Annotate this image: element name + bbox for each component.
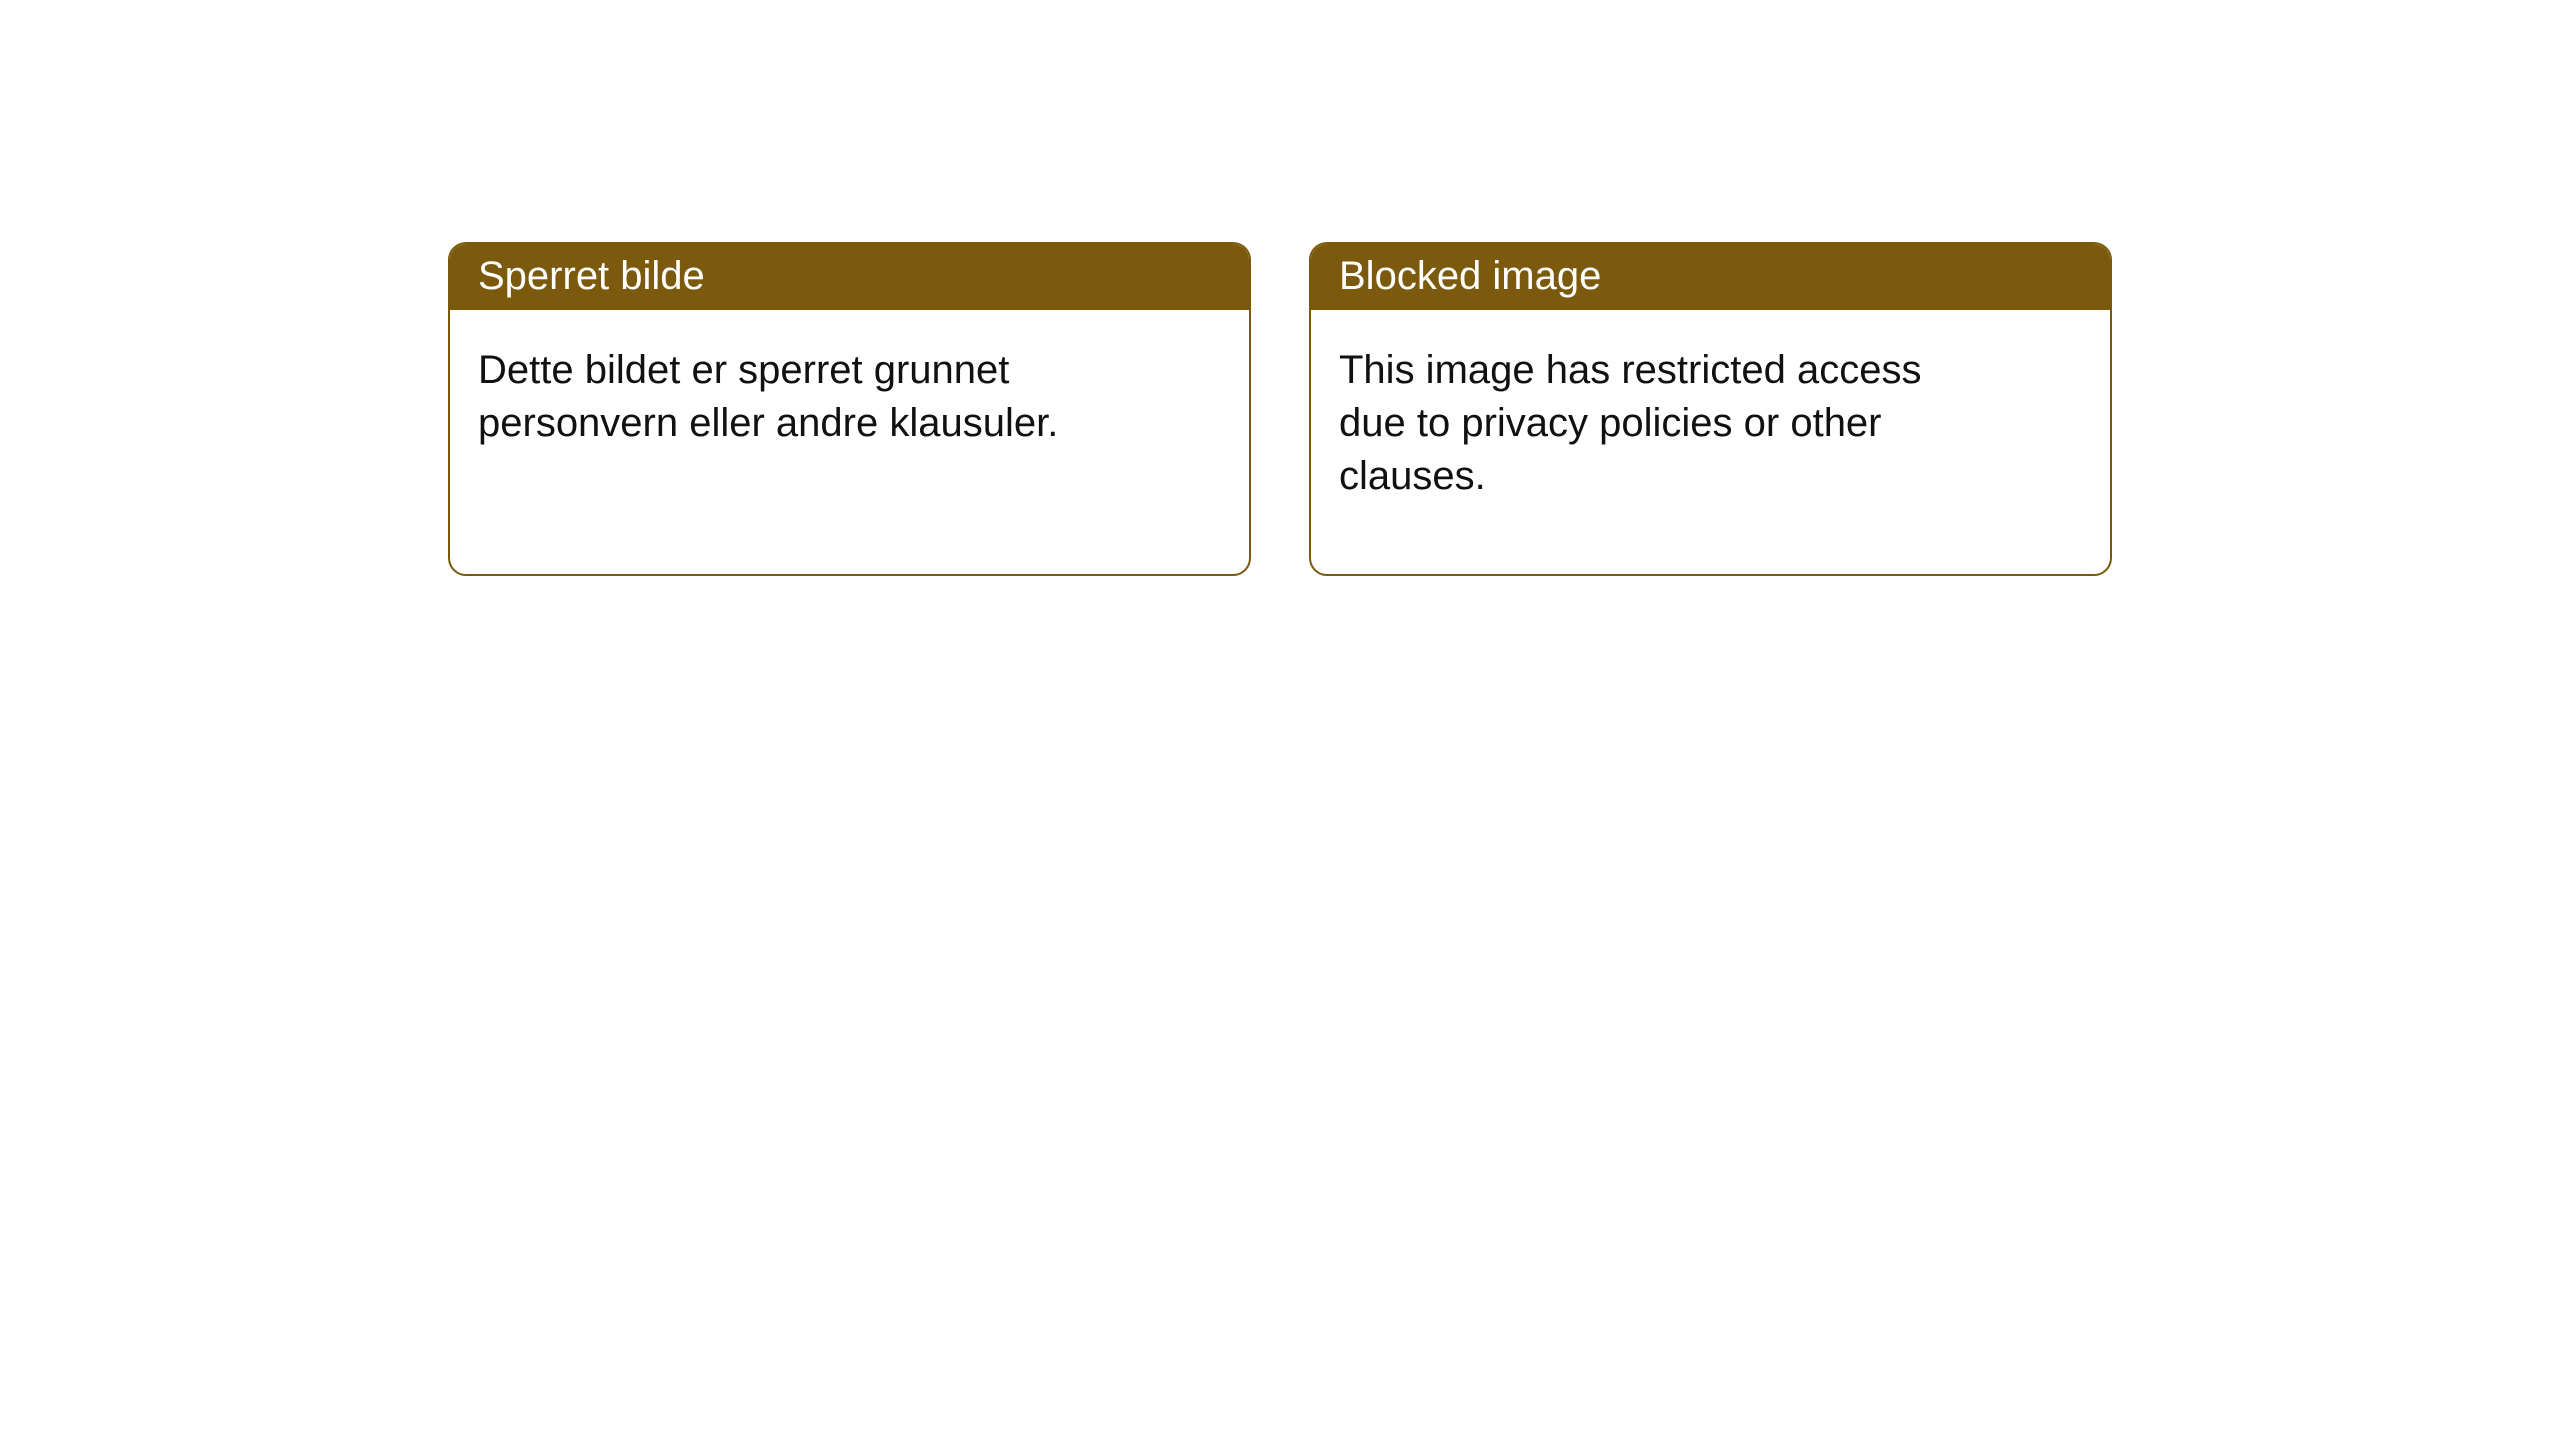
notice-card-row: Sperret bilde Dette bildet er sperret gr… (448, 242, 2112, 576)
card-title: Sperret bilde (450, 244, 1249, 310)
blocked-image-card-en: Blocked image This image has restricted … (1309, 242, 2112, 576)
blocked-image-card-no: Sperret bilde Dette bildet er sperret gr… (448, 242, 1251, 576)
card-body: This image has restricted access due to … (1311, 310, 1991, 530)
card-title: Blocked image (1311, 244, 2110, 310)
card-body: Dette bildet er sperret grunnet personve… (450, 310, 1130, 478)
